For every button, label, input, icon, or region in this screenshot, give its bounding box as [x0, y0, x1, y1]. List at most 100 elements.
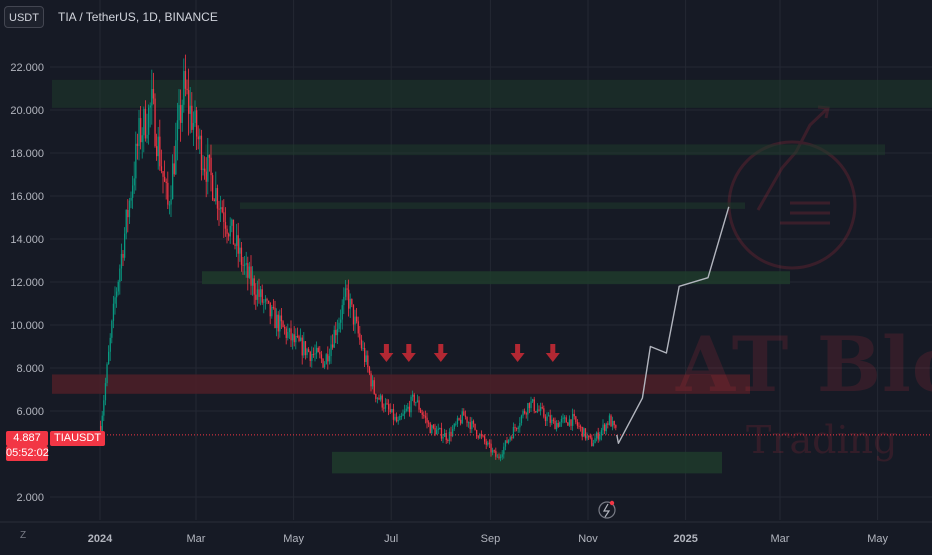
candle-body — [389, 409, 391, 413]
candle-body — [439, 428, 441, 430]
candle-body — [399, 415, 401, 421]
candle-body — [282, 321, 284, 327]
candle-body — [144, 108, 147, 139]
zone-resistance — [240, 202, 745, 209]
candle-body — [415, 402, 417, 404]
candle-body — [204, 168, 206, 172]
candle-body — [490, 443, 492, 453]
candle-body — [277, 314, 279, 332]
candle-body — [471, 421, 473, 430]
candle-body — [188, 90, 190, 114]
candle-body — [252, 278, 254, 286]
candle-body — [525, 413, 527, 415]
candle-body — [392, 409, 395, 420]
candle-body — [288, 328, 291, 333]
candle-body — [194, 110, 196, 124]
candle-body — [405, 408, 407, 411]
candle-body — [370, 373, 372, 387]
candle-body — [599, 435, 601, 440]
candle-body — [364, 347, 366, 362]
candle-body — [151, 88, 153, 106]
candle-body — [548, 415, 550, 417]
candle-body — [292, 334, 294, 341]
candle-body — [132, 185, 134, 198]
candle-body — [333, 330, 335, 348]
candle-body — [588, 435, 590, 437]
candle-body — [458, 418, 460, 420]
candle-body — [261, 289, 263, 303]
candle-body — [556, 423, 558, 430]
candle-body — [573, 413, 575, 417]
candle-body — [498, 456, 500, 458]
down-arrow-icon — [510, 344, 525, 362]
candle-body — [533, 399, 535, 412]
candle-body — [580, 426, 582, 428]
candle-body — [469, 422, 471, 430]
candle-body — [484, 436, 486, 442]
candle-body — [101, 415, 103, 432]
candle-body — [143, 108, 145, 136]
candle-body — [274, 307, 276, 329]
candle-body — [540, 407, 542, 411]
candle-body — [192, 123, 195, 130]
candle-body — [212, 175, 214, 200]
candle-body — [348, 289, 350, 309]
candle-body — [352, 304, 355, 325]
candle-body — [549, 415, 551, 423]
candle-body — [215, 188, 217, 202]
candle-body — [285, 328, 287, 338]
candle-body — [260, 289, 262, 297]
candle-body — [152, 88, 155, 99]
candle-body — [594, 438, 596, 444]
candle-body — [272, 306, 275, 308]
candle-body — [159, 136, 161, 167]
candle-body — [474, 423, 476, 431]
currency-button[interactable]: USDT — [4, 6, 44, 28]
down-arrow-head — [510, 353, 525, 362]
down-arrow-icon — [545, 344, 560, 362]
candle-body — [514, 427, 516, 429]
candle-body — [172, 163, 174, 200]
candle-body — [284, 326, 286, 329]
flash-icon-bolt — [602, 503, 611, 518]
candle-body — [311, 354, 313, 361]
candle-body — [250, 266, 252, 286]
down-arrow-shaft — [383, 344, 389, 353]
candle-body — [216, 188, 219, 209]
candle-body — [495, 450, 497, 457]
candle-body — [314, 353, 316, 355]
candle-body — [320, 354, 323, 359]
candle-body — [317, 347, 319, 352]
candle-body — [560, 418, 563, 423]
candle-body — [384, 403, 387, 409]
price-axis-label: 14.000 — [10, 234, 44, 246]
candle-body — [509, 437, 511, 440]
candle-body — [578, 425, 580, 427]
candle-body — [178, 105, 180, 121]
candle-body — [412, 394, 414, 397]
candle-body — [164, 176, 166, 182]
candle-body — [541, 407, 543, 409]
candle-body — [218, 208, 220, 210]
candle-body — [130, 197, 132, 201]
candle-body — [197, 136, 199, 140]
candle-body — [488, 442, 491, 444]
candle-body — [344, 288, 347, 297]
candle-body — [524, 411, 526, 414]
candle-body — [221, 207, 223, 213]
candle-body — [408, 406, 411, 413]
candle-body — [536, 409, 539, 413]
candle-body — [426, 417, 428, 423]
candle-body — [487, 442, 489, 445]
auto-scale-button[interactable]: Z — [20, 530, 27, 541]
candle-body — [128, 200, 131, 218]
candle-body — [520, 415, 523, 423]
candle-body — [263, 301, 265, 303]
candle-body — [266, 299, 268, 301]
candle-body — [170, 199, 172, 205]
candle-body — [466, 416, 468, 423]
candle-body — [168, 204, 171, 206]
candle-body — [372, 380, 374, 387]
